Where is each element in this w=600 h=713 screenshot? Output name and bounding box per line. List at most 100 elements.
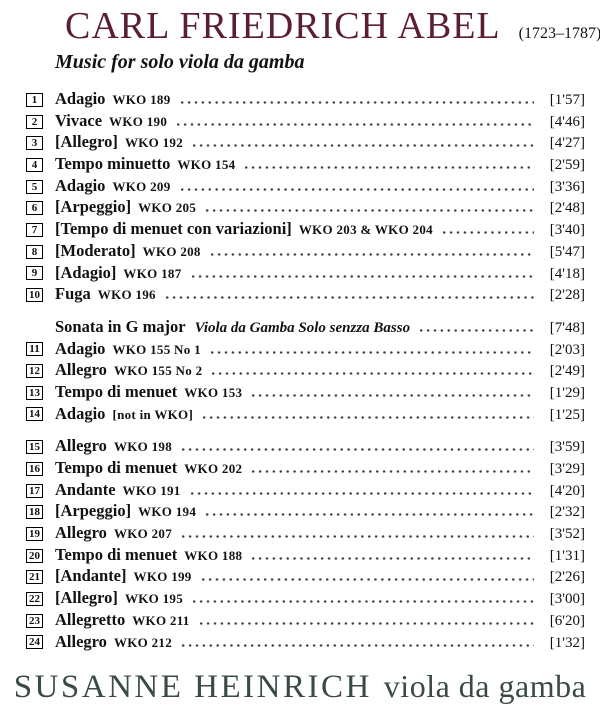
track-catalog-number: WKO 209: [112, 178, 171, 194]
track-title: Tempo minuetto: [55, 154, 171, 174]
track-duration: [6'20]: [549, 612, 585, 629]
track-row: 6 [Arpeggio] WKO 205 [2'48]: [26, 197, 585, 219]
track-title: [Allegro]: [55, 588, 118, 608]
track-duration: [1'57]: [549, 92, 585, 108]
track-duration: [2'49]: [549, 363, 585, 380]
dot-leader: [210, 350, 534, 354]
dot-leader: [206, 513, 534, 517]
track-number-box: 7: [26, 222, 43, 237]
track-title: Tempo di menuet: [55, 544, 178, 564]
track-row: 8 [Moderato] WKO 208 [5'47]: [26, 241, 585, 263]
track-number-box: 12: [26, 364, 43, 379]
dot-leader: [252, 556, 534, 560]
title-line: CARL FRIEDRICH ABEL (1723–1787): [55, 5, 600, 47]
track-duration: [4'20]: [549, 482, 585, 499]
track-number-box: 1: [26, 92, 43, 107]
track-row: 23 Allegretto WKO 211 [6'20]: [26, 610, 585, 632]
track-number-box: 4: [26, 157, 43, 172]
section-gap: [26, 306, 585, 317]
track-catalog-number: WKO 205: [138, 200, 197, 216]
dot-leader: [206, 209, 534, 213]
track-duration: [3'52]: [549, 526, 585, 543]
track-number-box: 20: [26, 548, 43, 563]
dot-leader: [203, 415, 534, 419]
track-number-box: 9: [26, 266, 43, 281]
dot-leader: [165, 296, 534, 300]
track-title: Adagio: [55, 175, 106, 195]
track-duration: [5'47]: [549, 243, 585, 260]
track-number-box: 14: [26, 407, 43, 422]
composer-name: CARL FRIEDRICH ABEL: [65, 5, 501, 47]
dot-leader: [177, 122, 534, 126]
track-duration: [3'29]: [549, 461, 585, 477]
track-row: 4 Tempo minuetto WKO 154 [2'59]: [26, 154, 585, 176]
track-duration: [2'26]: [549, 569, 585, 586]
track-catalog-number: WKO 191: [122, 482, 181, 498]
track-title: [Tempo di menuet con variazioni]: [55, 219, 292, 239]
track-duration: [1'25]: [549, 406, 585, 423]
track-catalog-number: WKO 187: [123, 265, 182, 281]
track-row: 1 Adagio WKO 189 [1'57]: [26, 89, 585, 111]
album-subtitle: Music for solo viola da gamba: [55, 51, 305, 73]
track-number-box: 3: [26, 136, 43, 151]
track-title: [Moderato]: [55, 240, 136, 260]
track-catalog-number: WKO 211: [132, 612, 190, 628]
track-duration: [4'27]: [549, 135, 585, 152]
track-title: Adagio: [55, 403, 106, 423]
dot-leader: [201, 578, 534, 582]
dot-leader: [199, 621, 534, 625]
track-row: 18 [Arpeggio] WKO 194 [2'32]: [26, 501, 585, 523]
dot-leader: [182, 643, 534, 647]
track-row: 10 Fuga WKO 196 [2'28]: [26, 284, 585, 306]
dot-leader: [180, 101, 534, 104]
track-title: Allegretto: [55, 609, 126, 629]
dot-leader: [182, 535, 534, 539]
track-number-box: 10: [26, 288, 43, 303]
track-catalog-number: WKO 212: [113, 634, 173, 650]
track-duration: [2'32]: [549, 504, 585, 521]
track-row: 5 Adagio WKO 209 [3'36]: [26, 176, 585, 198]
dot-leader: [212, 372, 534, 376]
track-title: Adagio: [55, 89, 106, 108]
instrument-label: viola da gamba: [383, 668, 587, 704]
track-number-box: 11: [26, 342, 43, 357]
track-row: 13 Tempo di menuet WKO 153 [1'29]: [26, 382, 585, 404]
dot-leader: [210, 252, 534, 256]
track-row: 7 [Tempo di menuet con variazioni] WKO 2…: [26, 219, 585, 241]
dot-leader: [193, 144, 534, 148]
track-number-box: 21: [26, 570, 43, 585]
track-number-box: 6: [26, 201, 43, 216]
track-catalog-number: WKO 199: [133, 569, 192, 585]
track-duration: [1'31]: [549, 547, 585, 564]
track-number-box: 15: [26, 440, 43, 455]
dot-leader: [252, 393, 534, 397]
track-duration: [4'18]: [549, 265, 585, 282]
section-subtitle: Viola da Gamba Solo senzza Basso: [194, 319, 411, 336]
track-duration: [3'59]: [549, 439, 585, 456]
track-catalog-number: WKO 203 & WKO 204: [298, 222, 433, 238]
footer-credit: SUSANNE HEINRICH viola da gamba: [0, 664, 600, 713]
track-duration: [1'29]: [549, 384, 585, 401]
dot-leader: [252, 470, 534, 473]
track-duration: [7'48]: [549, 319, 585, 336]
track-catalog-number: WKO 154: [177, 157, 236, 173]
dot-leader: [420, 328, 534, 332]
track-row: 3 [Allegro] WKO 192 [4'27]: [26, 132, 585, 154]
dot-leader: [190, 491, 534, 495]
track-title: Allegro: [55, 360, 107, 380]
dot-leader: [245, 166, 534, 170]
tracklist: 1 Adagio WKO 189 [1'57] 2 Vivace WKO 190…: [26, 89, 585, 653]
dot-leader: [193, 600, 534, 604]
dot-leader: [191, 274, 534, 278]
track-catalog-number: WKO 155 No 1: [112, 341, 201, 357]
track-number-box: 24: [26, 635, 43, 650]
track-duration: [3'36]: [549, 178, 585, 195]
section-gap: [26, 425, 585, 436]
track-title: Vivace: [55, 110, 103, 130]
track-number-box: 13: [26, 385, 43, 400]
track-row: 9 [Adagio] WKO 187 [4'18]: [26, 263, 585, 285]
track-title: Allegro: [55, 523, 107, 543]
track-row: 22 [Allegro] WKO 195 [3'00]: [26, 588, 585, 610]
track-row: 15 Allegro WKO 198 [3'59]: [26, 436, 585, 458]
dot-leader: [180, 187, 534, 191]
